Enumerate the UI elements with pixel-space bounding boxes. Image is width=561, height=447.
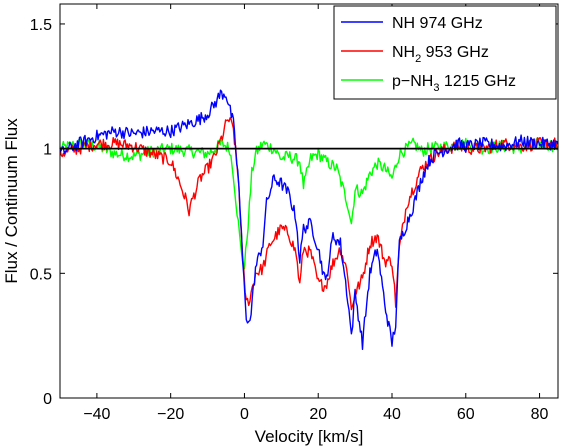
legend-label-2: p−NH3 1215 GHz xyxy=(392,73,516,94)
x-tick-label: 80 xyxy=(531,406,549,423)
x-tick-label: 60 xyxy=(457,406,475,423)
x-tick-label: 0 xyxy=(240,406,249,423)
y-axis-label: Flux / Continuum Flux xyxy=(2,118,21,284)
plot-frame xyxy=(59,3,559,399)
tick-layer: −40 −20 0 20 40 60 80 0 0.5 1 1.5 xyxy=(30,4,558,423)
legend: NH 974 GHz NH2 953 GHz p−NH3 1215 GHz xyxy=(333,5,557,100)
x-axis-label: Velocity [km/s] xyxy=(255,427,364,446)
y-tick-label: 0 xyxy=(43,391,52,408)
legend-label-1: NH2 953 GHz xyxy=(392,44,489,65)
x-tick-label: −40 xyxy=(83,406,110,423)
x-tick-label: 40 xyxy=(383,406,401,423)
x-tick-label: −20 xyxy=(157,406,184,423)
x-tick-label: 20 xyxy=(309,406,327,423)
y-tick-label: 0.5 xyxy=(30,266,52,283)
y-tick-label: 1 xyxy=(43,142,52,159)
y-tick-label: 1.5 xyxy=(30,17,52,34)
series-line-0 xyxy=(59,89,559,350)
legend-label-0: NH 974 GHz xyxy=(392,15,483,32)
series-layer xyxy=(59,89,559,350)
